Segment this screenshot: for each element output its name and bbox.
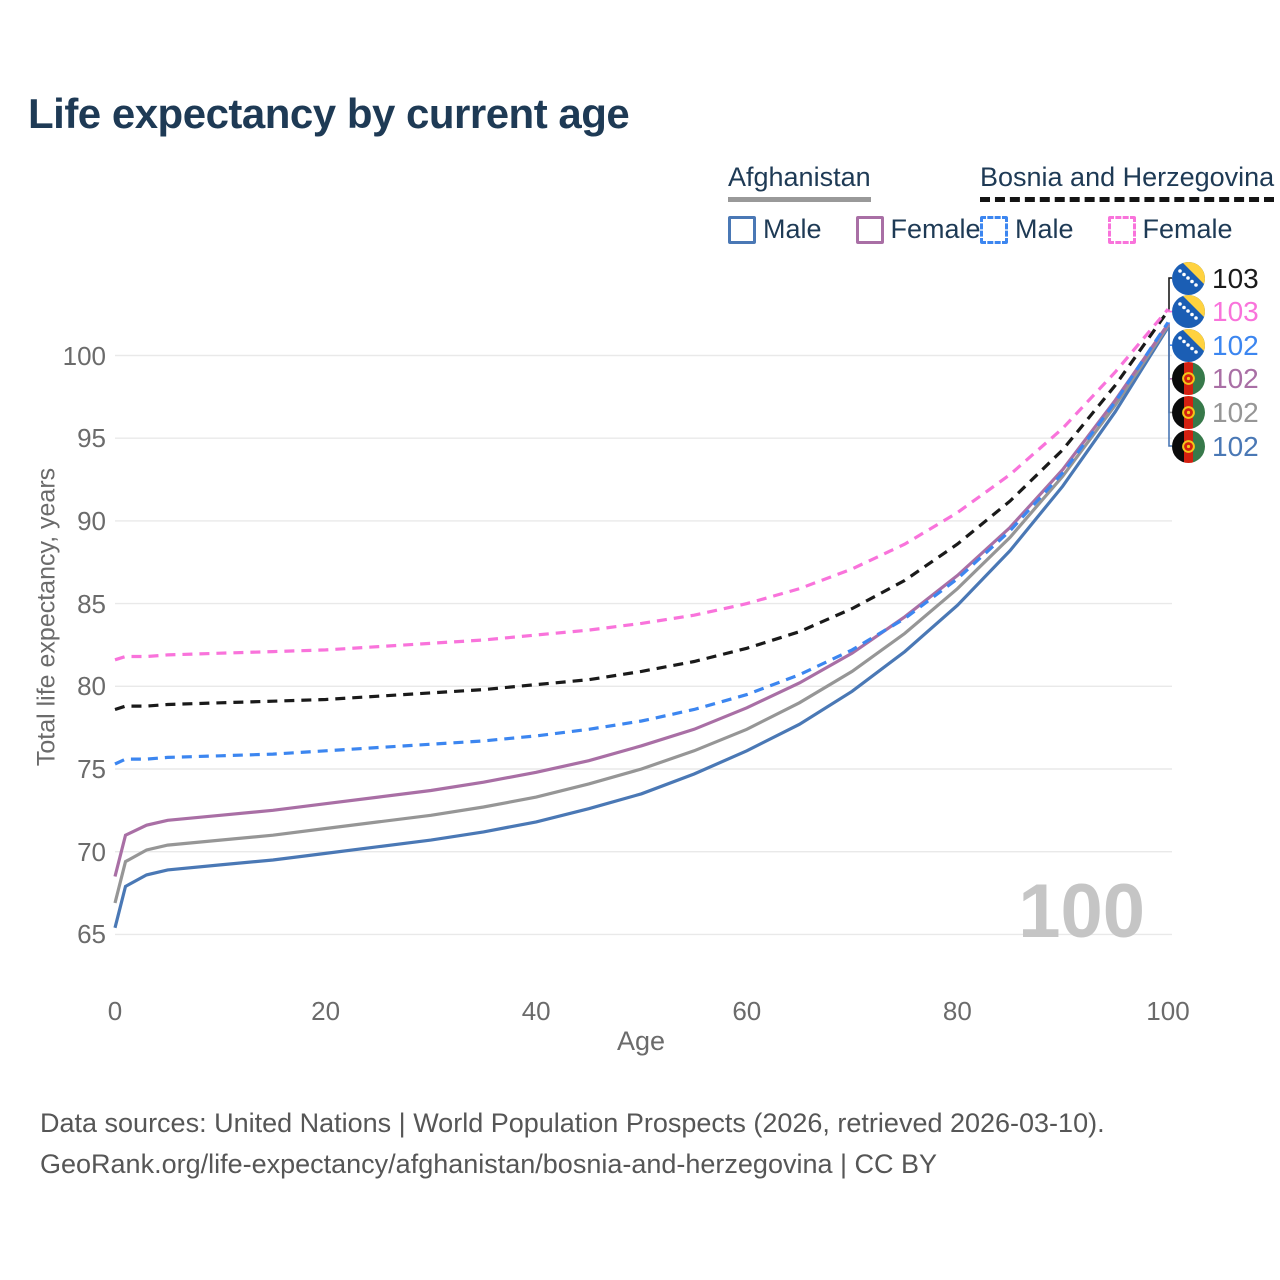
legend-label: Male xyxy=(1015,214,1074,244)
end-label-connector xyxy=(1168,327,1172,447)
legend-swatch-dashed-female-icon xyxy=(1107,215,1136,244)
legend-swatch-solid-male-icon xyxy=(728,215,756,244)
legend-group-afghanistan: Afghanistan Male Female xyxy=(728,162,981,245)
legend-item-bosnia-female[interactable]: Female xyxy=(1107,214,1233,245)
age-watermark: 100 xyxy=(1018,869,1145,954)
end-label-connector xyxy=(1168,277,1172,311)
series-line-afghanistan-both[interactable] xyxy=(113,324,1170,904)
series-line-bosnia-and-herzegovina-male[interactable] xyxy=(114,321,1170,766)
legend-swatch-solid-female-icon xyxy=(855,215,884,244)
legend-country-bosnia-and-herzegovina: Bosnia and Herzegovina xyxy=(980,162,1275,202)
legend-label: Female xyxy=(1142,214,1233,244)
series-line-afghanistan-female[interactable] xyxy=(113,323,1170,877)
legend-item-afghanistan-female[interactable]: Female xyxy=(855,214,981,245)
end-label-connector xyxy=(1168,309,1172,313)
series-line-bosnia-and-herzegovina-female[interactable] xyxy=(114,308,1170,662)
x-axis-title: Age xyxy=(616,1026,666,1056)
legend-country-afghanistan: Afghanistan xyxy=(728,162,871,202)
page-title: Life expectancy by current age xyxy=(28,90,630,137)
legend-swatch-dashed-male-icon xyxy=(980,215,1008,244)
footer-link: GeoRank.org/life-expectancy/afghanistan/… xyxy=(40,1149,938,1179)
series-line-afghanistan-male[interactable] xyxy=(113,326,1170,929)
legend-item-afghanistan-male[interactable]: Male xyxy=(728,214,822,245)
y-axis-title: Total life expectancy, years xyxy=(32,467,61,767)
legend-label: Female xyxy=(890,214,981,244)
legend-item-bosnia-male[interactable]: Male xyxy=(980,214,1074,245)
footer-sources: Data sources: United Nations | World Pop… xyxy=(40,1108,1105,1138)
series-line-bosnia-and-herzegovina-both[interactable] xyxy=(114,309,1170,712)
legend-label: Male xyxy=(763,214,822,244)
legend-group-bosnia-and-herzegovina: Bosnia and Herzegovina Male Female xyxy=(980,162,1275,245)
